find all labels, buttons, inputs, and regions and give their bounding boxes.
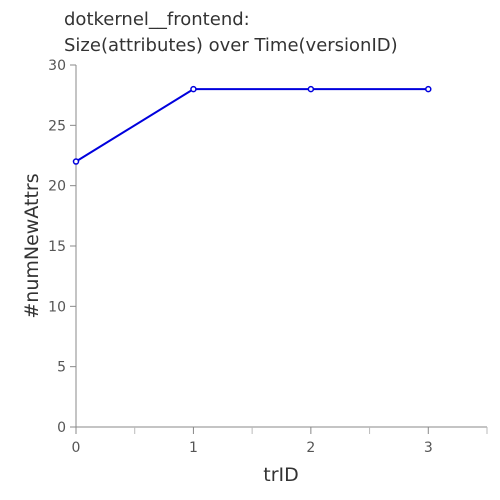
y-tick-label: 5	[57, 360, 66, 376]
y-tick-label: 30	[48, 58, 66, 74]
data-point	[72, 158, 80, 165]
y-tick-label: 0	[57, 420, 66, 436]
chart-title-line-1: dotkernel__frontend:	[64, 9, 250, 30]
series-layer	[72, 85, 432, 165]
series-line	[75, 88, 429, 163]
y-tick-label: 20	[48, 179, 66, 195]
y-tick-label: 10	[48, 299, 66, 315]
x-tick-label: 3	[424, 440, 433, 456]
data-point	[190, 85, 197, 93]
y-ticks: 0 5 10 15 20 25 30	[48, 58, 76, 436]
x-axis-label: trID	[263, 464, 299, 486]
data-point	[425, 85, 432, 93]
x-ticks: 0 1 2 3	[72, 427, 488, 456]
chart-title-line-2: Size(attributes) over Time(versionID)	[64, 35, 398, 56]
x-tick-label: 2	[306, 440, 315, 456]
x-tick-label: 0	[72, 440, 81, 456]
x-tick-label: 1	[189, 440, 198, 456]
data-point	[307, 85, 315, 93]
y-tick-label: 25	[48, 118, 66, 134]
y-axis-label: #numNewAttrs	[21, 173, 43, 318]
y-tick-label: 15	[48, 239, 66, 255]
